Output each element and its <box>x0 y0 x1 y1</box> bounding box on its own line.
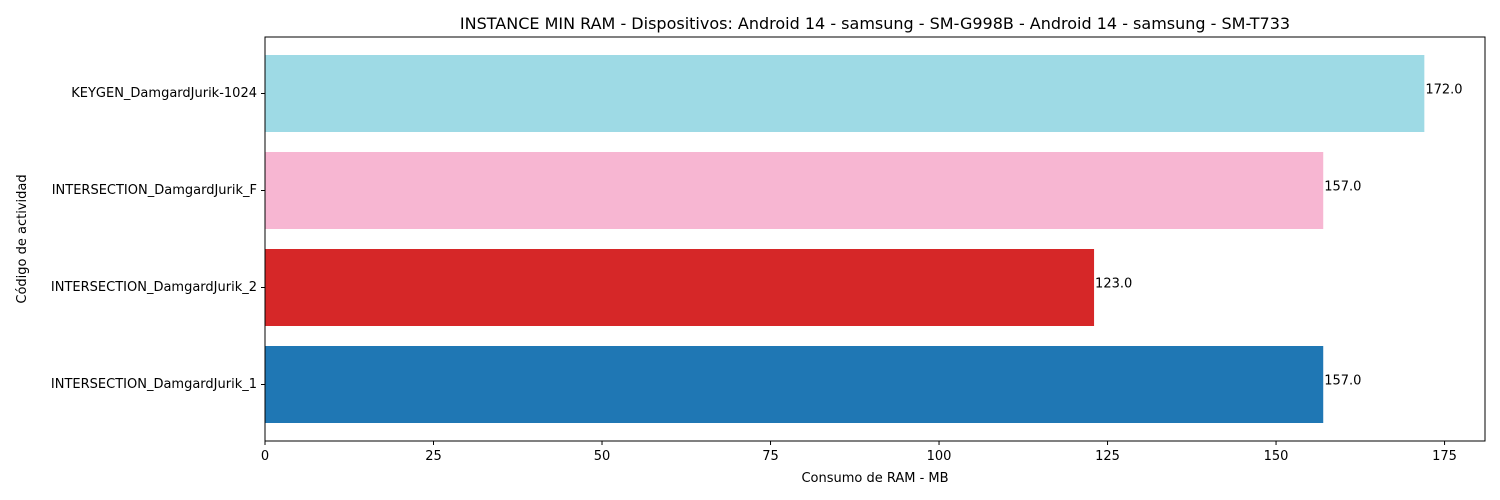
bar-INTERSECTION_DamgardJurik_2 <box>265 249 1095 326</box>
x-tick-label: 150 <box>1264 449 1289 464</box>
x-tick-label: 125 <box>1095 449 1120 464</box>
y-axis: INTERSECTION_DamgardJurik_1 INTERSECTION_… <box>51 86 265 392</box>
value-labels-group: 157.0 123.0 157.0 172.0 <box>1095 83 1462 389</box>
y-tick-label: INTERSECTION_DamgardJurik_F <box>52 183 257 198</box>
bars-group <box>265 55 1425 423</box>
bar-KEYGEN_DamgardJurik-1024 <box>265 55 1425 132</box>
chart-title: INSTANCE MIN RAM - Dispositivos: Android… <box>460 14 1290 33</box>
plot-frame <box>264 36 1486 442</box>
y-tick-label: INTERSECTION_DamgardJurik_2 <box>51 280 257 295</box>
data-label-INTERSECTION_DamgardJurik_2: 123.0 <box>1095 277 1132 292</box>
y-axis-label: Código de actividad <box>15 174 30 303</box>
x-tick-label: 75 <box>762 449 779 464</box>
x-axis-label: Consumo de RAM - MB <box>801 471 948 486</box>
x-tick-label: 50 <box>594 449 611 464</box>
data-label-INTERSECTION_DamgardJurik_1: 157.0 <box>1324 374 1361 389</box>
x-tick-label: 100 <box>927 449 952 464</box>
x-tick-label: 25 <box>425 449 442 464</box>
x-axis: 0 25 50 75 100 125 150 175 <box>261 441 1457 464</box>
x-tick-label: 0 <box>261 449 269 464</box>
y-tick-label: INTERSECTION_DamgardJurik_1 <box>51 377 257 392</box>
data-label-INTERSECTION_DamgardJurik_F: 157.0 <box>1324 180 1361 195</box>
bar-INTERSECTION_DamgardJurik_F <box>265 152 1324 229</box>
bar-INTERSECTION_DamgardJurik_1 <box>265 346 1324 423</box>
data-label-KEYGEN_DamgardJurik-1024: 172.0 <box>1425 83 1462 98</box>
x-tick-label: 175 <box>1432 449 1457 464</box>
y-tick-label: KEYGEN_DamgardJurik-1024 <box>71 86 257 101</box>
